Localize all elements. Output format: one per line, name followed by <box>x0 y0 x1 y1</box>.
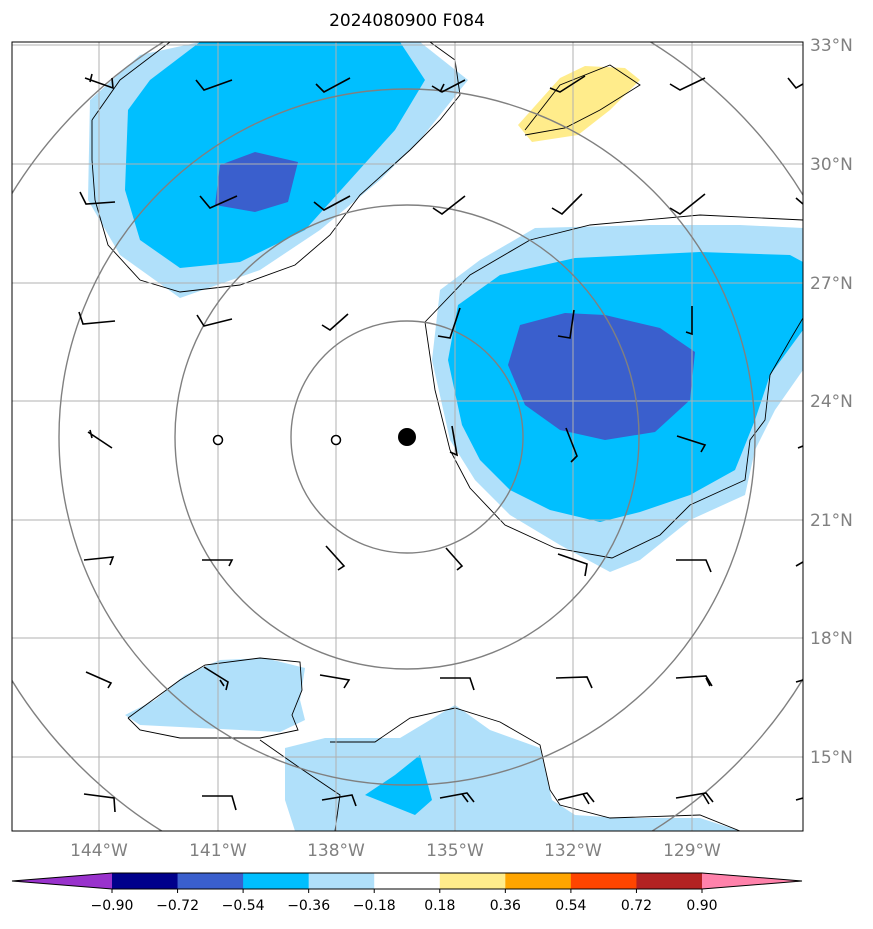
lon-label: 135°W <box>426 841 484 861</box>
colorbar-tick-label: 0.18 <box>424 898 455 914</box>
colorbar-tick-label: −0.36 <box>287 898 330 914</box>
colorbar-tick-label: 0.90 <box>686 898 717 914</box>
colorbar-segment <box>308 873 375 889</box>
colorbar-tick-label: 0.54 <box>555 898 586 914</box>
map-title: 2024080900 F084 <box>329 11 485 31</box>
lat-label: 27°N <box>810 274 853 294</box>
calm-station-marker <box>212 434 224 446</box>
colorbar-tick-label: −0.54 <box>222 898 265 914</box>
dark-blue-region-east <box>508 313 695 440</box>
colorbar-segment <box>112 873 179 889</box>
longitude-labels: 144°W 141°W 138°W 135°W 132°W 129°W <box>70 841 721 861</box>
center-markers <box>212 428 416 446</box>
light-blue-region-sw <box>125 658 305 732</box>
graticule <box>12 42 803 831</box>
colorbar-segment <box>177 873 244 889</box>
lat-label: 33°N <box>810 36 853 56</box>
lat-label: 24°N <box>810 392 853 412</box>
lat-label: 18°N <box>810 629 853 649</box>
colorbar-tick-label: −0.18 <box>353 898 396 914</box>
colorbar-segment <box>243 873 310 889</box>
lat-label: 21°N <box>810 511 853 531</box>
colorbar-tick-label: −0.72 <box>156 898 199 914</box>
latitude-labels: 33°N 30°N 27°N 24°N 21°N 18°N 15°N <box>810 36 853 768</box>
colorbar-segment <box>505 873 572 889</box>
lon-label: 144°W <box>70 841 128 861</box>
range-rings <box>12 42 803 831</box>
lat-label: 30°N <box>810 155 853 175</box>
colorbar-segment <box>636 873 703 889</box>
wind-barbs <box>78 73 803 813</box>
colorbar-extend-high <box>702 873 802 889</box>
lon-label: 129°W <box>663 841 721 861</box>
colorbar-extend-low <box>12 873 112 889</box>
lat-label: 15°N <box>810 748 853 768</box>
colorbar-tick-label: −0.90 <box>91 898 134 914</box>
colorbar-segment <box>439 873 506 889</box>
lon-label: 141°W <box>189 841 247 861</box>
shaded-regions <box>88 42 803 831</box>
colorbar-segment <box>570 873 637 889</box>
yellow-region <box>518 66 640 142</box>
colorbar-tick-label: 0.72 <box>621 898 652 914</box>
mid-blue-region-nw <box>125 42 425 268</box>
map-frame <box>11 41 804 832</box>
lon-label: 138°W <box>307 841 365 861</box>
colorbar-segment <box>374 873 441 889</box>
lon-label: 132°W <box>544 841 602 861</box>
storm-center-marker <box>398 428 416 446</box>
contour-lines <box>91 42 803 831</box>
map-area <box>12 42 803 831</box>
calm-station-marker <box>330 434 342 446</box>
colorbar: −0.90 −0.72 −0.54 −0.36 −0.18 0.18 0.36 0.54 0.7… <box>11 872 803 914</box>
colorbar-tick-label: 0.36 <box>490 898 521 914</box>
